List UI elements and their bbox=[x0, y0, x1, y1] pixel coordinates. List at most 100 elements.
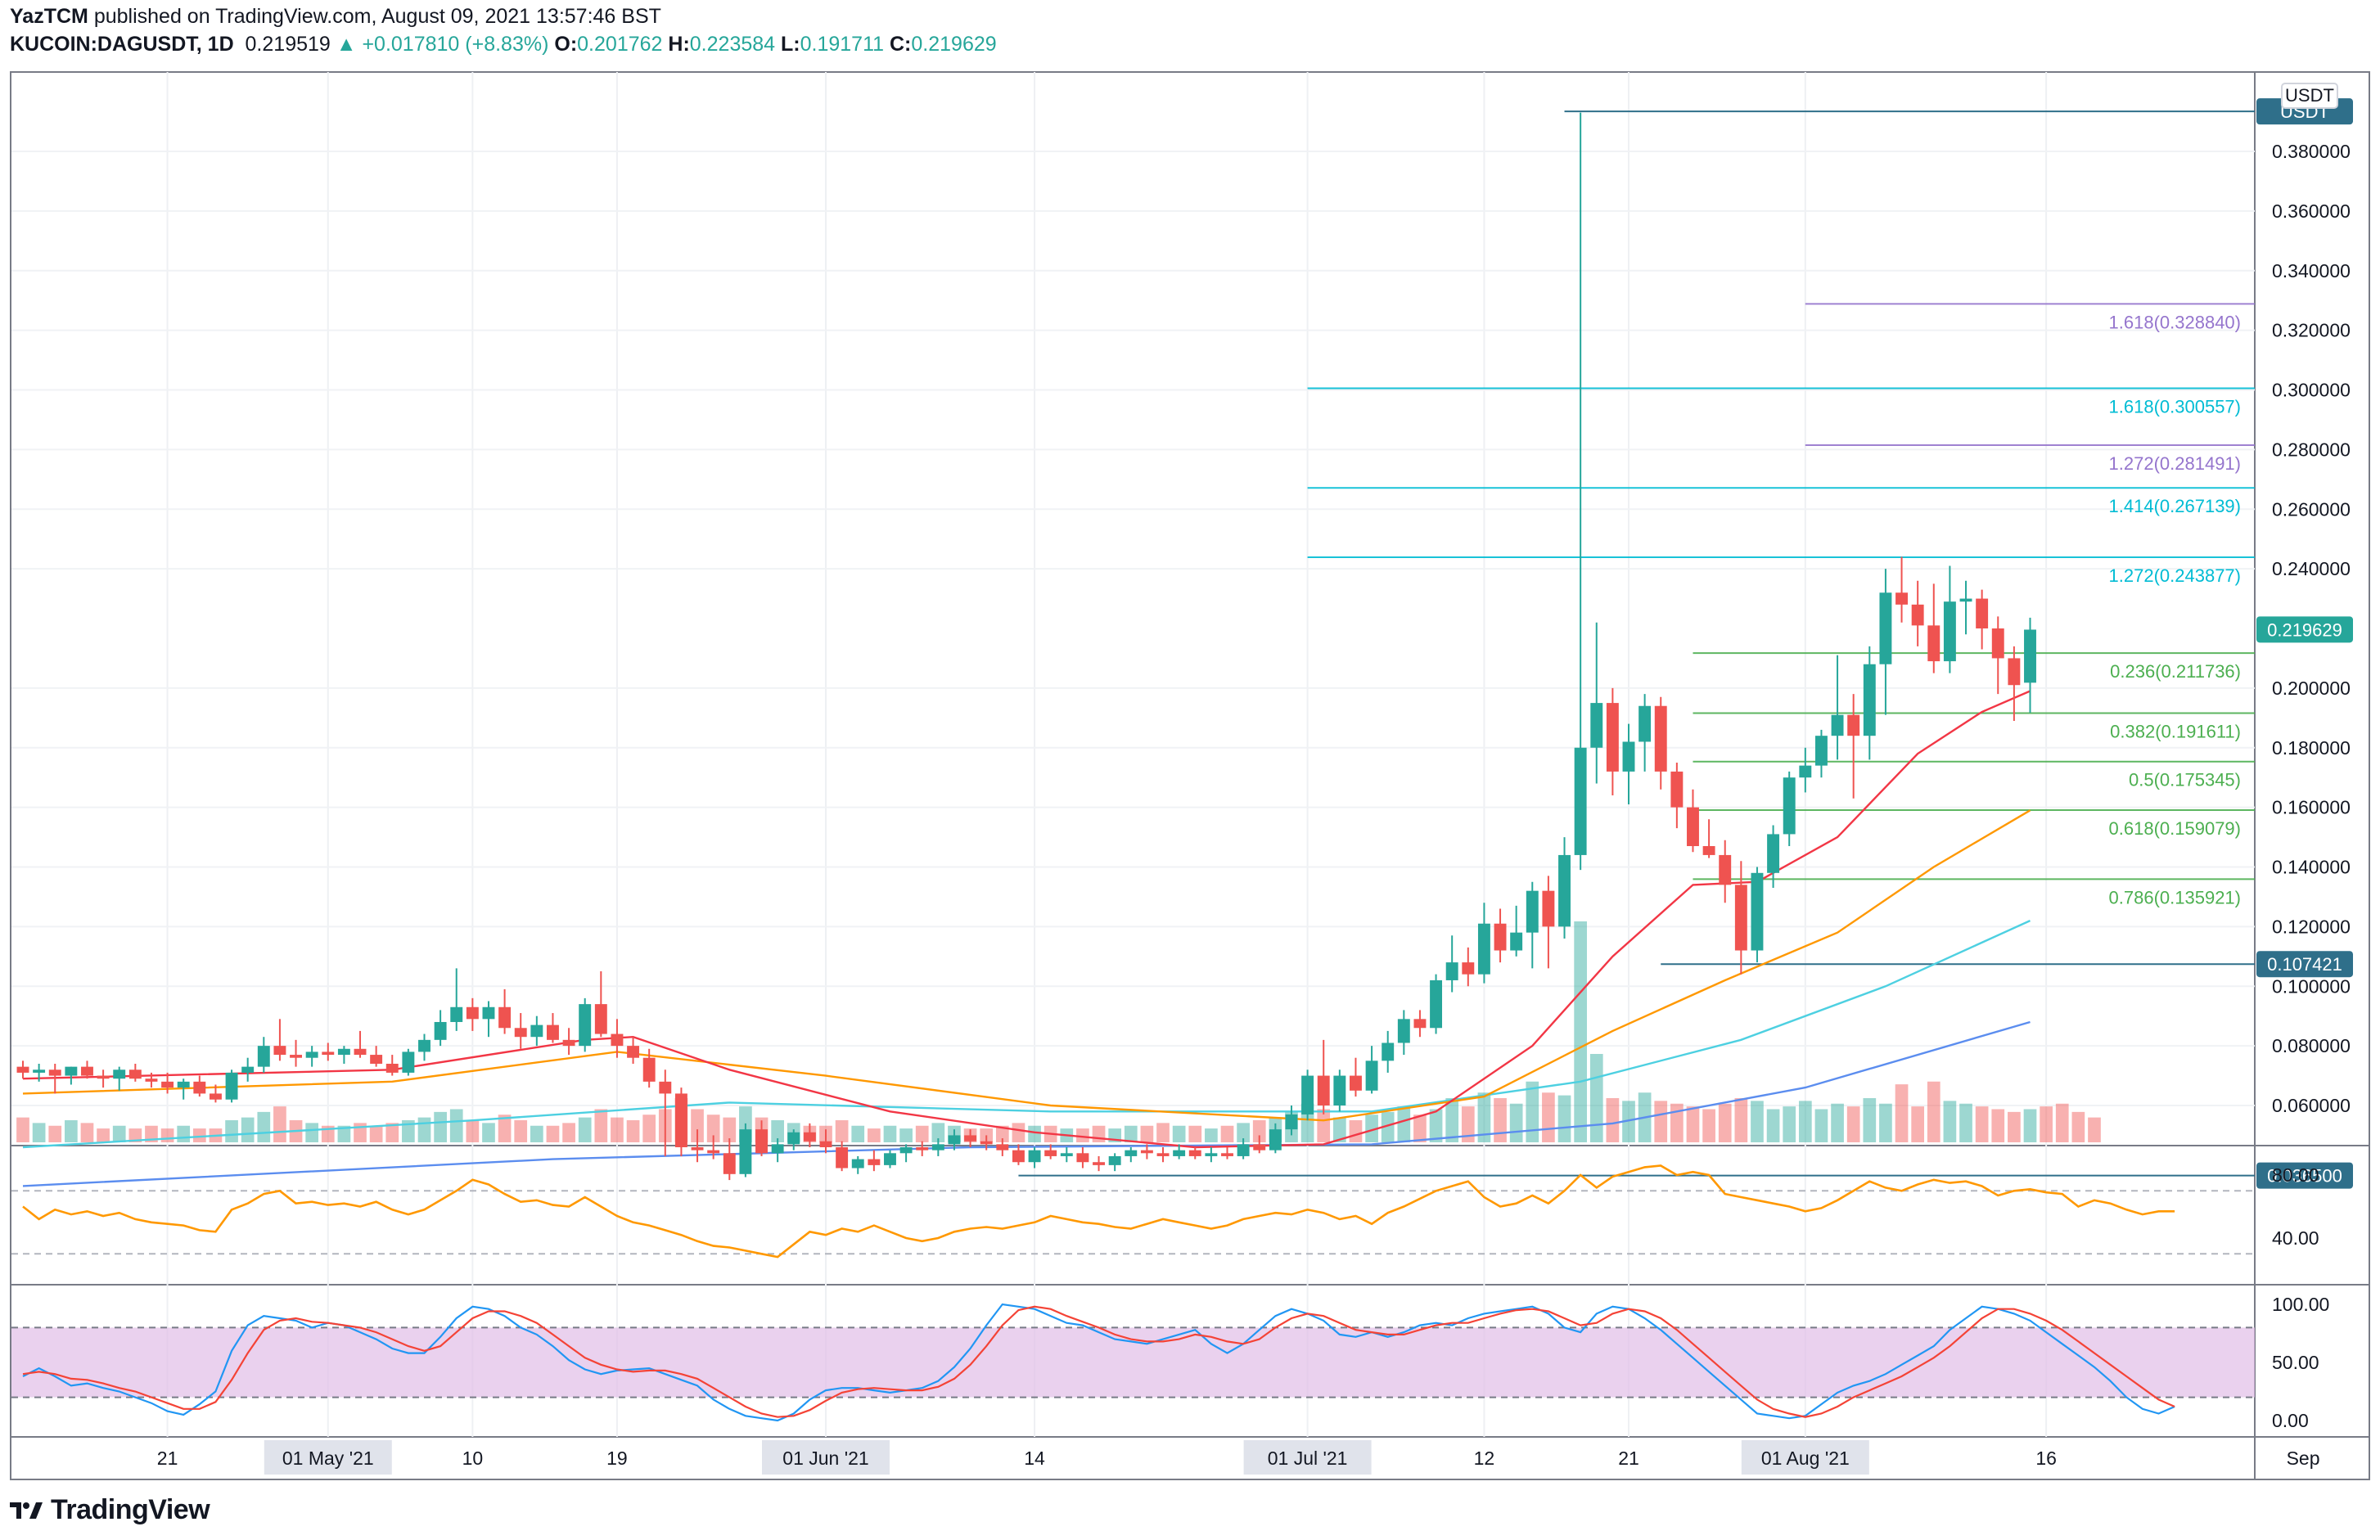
sma-50-line bbox=[22, 809, 2031, 1122]
rsi-tick-label: 80.00 bbox=[2272, 1164, 2319, 1186]
candle-body bbox=[65, 1066, 78, 1076]
candle-body bbox=[594, 1004, 607, 1034]
candle-body bbox=[723, 1153, 736, 1174]
time-label-box bbox=[264, 1440, 392, 1475]
candle-body bbox=[2008, 658, 2021, 686]
volume-bar bbox=[1156, 1123, 1170, 1142]
volume-bar bbox=[2008, 1111, 2021, 1142]
tradingview-logo-icon bbox=[10, 1502, 43, 1519]
volume-bar bbox=[273, 1106, 286, 1142]
candle-body bbox=[739, 1129, 752, 1174]
candle-body bbox=[1350, 1075, 1362, 1091]
candle-body bbox=[1365, 1060, 1378, 1091]
rsi-line bbox=[22, 1164, 2175, 1259]
volume-bar bbox=[514, 1120, 528, 1142]
volume-bar bbox=[145, 1125, 158, 1142]
candle-body bbox=[1927, 625, 1941, 662]
volume-bar bbox=[1606, 1098, 1620, 1142]
candle-body bbox=[931, 1144, 944, 1150]
volume-bar bbox=[1140, 1125, 1154, 1142]
candle-body bbox=[1125, 1150, 1138, 1156]
symbol-label[interactable]: KUCOIN:DAGUSDT, 1D bbox=[10, 33, 234, 56]
volume-bar bbox=[1076, 1128, 1089, 1142]
candle-body bbox=[370, 1055, 383, 1064]
candle-body bbox=[241, 1066, 255, 1073]
candle-body bbox=[290, 1055, 302, 1058]
candle-body bbox=[611, 1033, 624, 1047]
candle-body bbox=[418, 1039, 430, 1052]
candle-body bbox=[884, 1153, 896, 1165]
candle-body bbox=[1108, 1155, 1121, 1165]
candle-body bbox=[1462, 962, 1475, 975]
candle-body bbox=[1799, 765, 1812, 778]
candle-body bbox=[145, 1078, 158, 1082]
candle-body bbox=[659, 1081, 672, 1094]
currency-tag-text: USDT bbox=[2285, 85, 2334, 106]
candle-body bbox=[1140, 1150, 1153, 1154]
volume-bar bbox=[1846, 1106, 1860, 1142]
candle-body bbox=[434, 1021, 447, 1040]
price-label-box bbox=[2256, 616, 2353, 643]
volume-bar bbox=[257, 1111, 271, 1142]
candle-body bbox=[450, 1006, 463, 1022]
volume-bar bbox=[1622, 1101, 1635, 1142]
volume-bar bbox=[241, 1117, 255, 1142]
candle-body bbox=[1622, 741, 1635, 772]
candle-body bbox=[1976, 598, 1989, 628]
candle-body bbox=[354, 1048, 367, 1056]
volume-bar bbox=[594, 1109, 608, 1142]
chart-frame bbox=[10, 71, 2370, 1480]
candle-body bbox=[691, 1147, 704, 1150]
volume-bar bbox=[1895, 1084, 1909, 1142]
price-label-text: 0.107421 bbox=[2267, 954, 2342, 975]
volume-bar bbox=[899, 1128, 913, 1142]
tradingview-brand[interactable]: TradingView bbox=[10, 1494, 210, 1526]
fib-level-label: 1.272(0.243877) bbox=[2109, 565, 2241, 586]
candle-body bbox=[1333, 1075, 1346, 1105]
fib-level-label: 1.414(0.267139) bbox=[2109, 496, 2241, 516]
candle-body bbox=[1590, 703, 1603, 748]
candle-body bbox=[1510, 932, 1523, 951]
volume-bar bbox=[1332, 1117, 1346, 1142]
volume-bar bbox=[177, 1125, 191, 1142]
candle-body bbox=[128, 1069, 142, 1079]
volume-bar bbox=[1381, 1111, 1395, 1142]
time-tick-label: 12 bbox=[1474, 1448, 1495, 1469]
candle-body bbox=[1494, 923, 1507, 951]
volume-bar bbox=[1317, 1109, 1331, 1142]
price-tick-label: 0.340000 bbox=[2272, 260, 2351, 281]
candle-body bbox=[787, 1132, 800, 1145]
candle-body bbox=[1895, 592, 1908, 605]
candle-body bbox=[385, 1063, 399, 1073]
fib-level-label: 0.618(0.159079) bbox=[2109, 818, 2241, 839]
volume-bar bbox=[1734, 1098, 1748, 1142]
candle-body bbox=[1526, 890, 1539, 933]
candle-body bbox=[996, 1144, 1009, 1150]
candle-body bbox=[547, 1024, 559, 1040]
time-tick-label: 19 bbox=[606, 1448, 628, 1469]
candle-body bbox=[209, 1093, 222, 1100]
volume-bar bbox=[1670, 1103, 1684, 1142]
candle-body bbox=[1301, 1075, 1314, 1114]
volume-bar bbox=[32, 1123, 46, 1142]
volume-bar bbox=[2055, 1103, 2069, 1142]
volume-bar bbox=[1766, 1109, 1780, 1142]
candle-body bbox=[562, 1039, 575, 1047]
volume-bar bbox=[1028, 1125, 1041, 1142]
candle-body bbox=[1879, 592, 1892, 664]
volume-bar bbox=[482, 1123, 495, 1142]
candle-body bbox=[1076, 1153, 1089, 1163]
candle-body bbox=[402, 1051, 415, 1073]
volume-bar bbox=[1509, 1103, 1523, 1142]
candle-body bbox=[113, 1069, 126, 1079]
volume-bar bbox=[562, 1123, 575, 1142]
candle-body bbox=[514, 1028, 527, 1038]
volume-bar bbox=[1172, 1125, 1186, 1142]
candle-body bbox=[16, 1066, 29, 1073]
candle-body bbox=[161, 1081, 174, 1088]
volume-bar bbox=[915, 1125, 929, 1142]
volume-bar bbox=[225, 1120, 238, 1142]
candle-body bbox=[337, 1048, 350, 1056]
candle-body bbox=[1382, 1042, 1395, 1061]
